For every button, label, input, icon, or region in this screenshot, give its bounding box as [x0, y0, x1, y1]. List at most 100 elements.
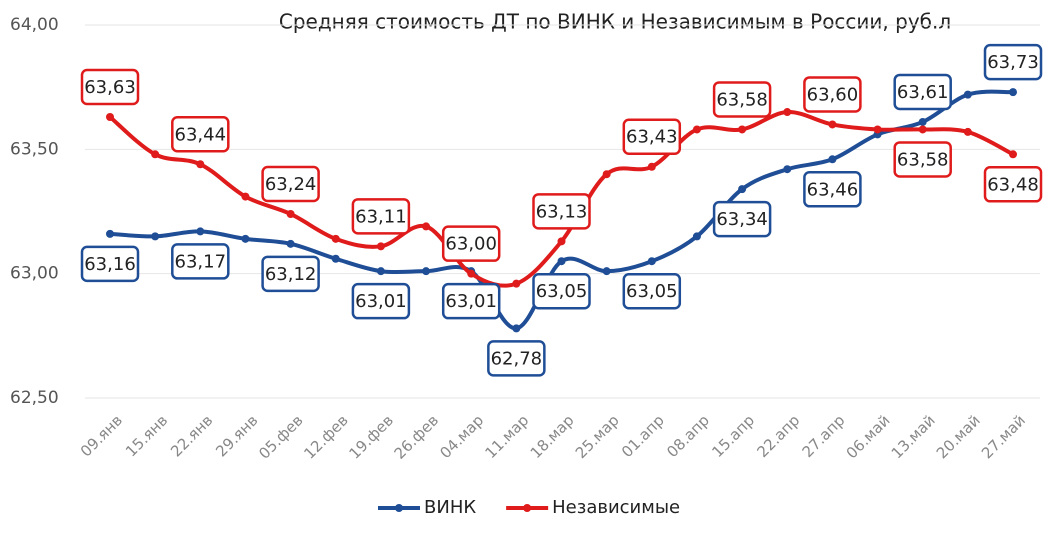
- value-label: 63,58: [893, 141, 952, 178]
- data-point: [422, 222, 431, 231]
- data-point: [512, 324, 521, 333]
- value-label-box: [712, 200, 772, 238]
- x-tick-label: 05.фев: [255, 411, 306, 462]
- data-point: [1009, 88, 1017, 97]
- value-label: 63,24: [261, 165, 320, 203]
- data-point: [286, 239, 295, 248]
- value-label-text: 63,24: [265, 174, 317, 195]
- value-label-box: [351, 198, 411, 235]
- data-point: [241, 234, 250, 243]
- value-label-text: 63,46: [807, 179, 859, 200]
- value-label: 63,58: [712, 81, 772, 118]
- legend-dot: [395, 504, 403, 512]
- x-tick-label: 08.апр: [663, 411, 713, 461]
- data-point: [918, 125, 927, 134]
- value-label-text: 63,05: [536, 281, 588, 302]
- value-label-box: [171, 116, 230, 153]
- value-label-text: 63,73: [987, 52, 1039, 73]
- value-label: 63,00: [441, 225, 501, 262]
- data-point: [647, 162, 656, 171]
- data-point: [241, 192, 250, 201]
- value-label: 63,60: [803, 76, 862, 113]
- value-label: 63,61: [893, 73, 952, 111]
- data-point: [692, 125, 701, 134]
- data-point: [376, 242, 385, 251]
- value-label-text: 63,16: [84, 254, 136, 275]
- data-point: [692, 232, 701, 241]
- value-label: 63,05: [622, 272, 682, 310]
- value-label-text: 63,01: [445, 291, 497, 312]
- data-point: [196, 160, 205, 169]
- x-tick-label: 22.янв: [167, 411, 216, 460]
- value-label-box: [983, 43, 1043, 81]
- y-tick-label: 63,00: [10, 264, 59, 284]
- data-point: [512, 279, 521, 288]
- x-tick-label: 19.фев: [345, 411, 396, 462]
- x-tick-label: 18.мар: [527, 411, 578, 462]
- value-label-box: [712, 81, 772, 118]
- value-label-box: [261, 165, 320, 203]
- y-tick-label: 63,50: [10, 139, 59, 159]
- data-point: [557, 237, 566, 246]
- value-label-text: 63,58: [897, 149, 949, 170]
- data-point: [963, 90, 972, 99]
- x-tick-label: 09.янв: [77, 411, 126, 460]
- value-label: 63,44: [171, 116, 230, 153]
- value-label-box: [893, 73, 952, 111]
- data-point: [376, 267, 385, 276]
- data-point: [828, 155, 837, 164]
- value-label-box: [532, 272, 591, 310]
- x-tick-label: 29.янв: [212, 411, 261, 460]
- x-tick-label: 20.май: [933, 411, 984, 462]
- data-point: [918, 117, 927, 126]
- value-label-box: [983, 166, 1043, 203]
- value-label-text: 63,13: [536, 201, 588, 222]
- value-label-text: 63,11: [355, 206, 407, 227]
- data-point: [647, 257, 656, 266]
- value-label-box: [80, 68, 140, 106]
- data-point: [783, 165, 792, 174]
- value-label-text: 63,43: [626, 127, 678, 148]
- data-point: [196, 227, 205, 236]
- value-label-text: 63,12: [265, 264, 317, 285]
- value-label-box: [441, 282, 501, 320]
- value-label-text: 63,34: [716, 209, 768, 230]
- x-tick-label: 15.янв: [122, 411, 171, 460]
- value-label: 63,01: [351, 282, 411, 320]
- x-tick-label: 27.май: [978, 411, 1029, 462]
- x-tick-label: 01.апр: [618, 411, 668, 461]
- data-point: [331, 254, 340, 263]
- data-point: [557, 257, 566, 266]
- data-point: [602, 170, 611, 179]
- value-label: 63,46: [803, 171, 862, 208]
- value-label: 63,16: [80, 245, 140, 283]
- value-label-box: [487, 340, 546, 377]
- value-label-box: [622, 272, 682, 310]
- x-tick-label: 26.фев: [391, 411, 442, 462]
- value-label-text: 62,78: [491, 348, 543, 369]
- value-label: 63,43: [622, 118, 682, 155]
- value-label-text: 63,00: [445, 234, 497, 255]
- legend-dot: [523, 504, 532, 512]
- x-tick-label: 06.май: [843, 411, 894, 462]
- value-label-box: [803, 171, 862, 208]
- x-tick-label: 22.апр: [753, 411, 803, 461]
- y-tick-label: 64,00: [10, 15, 59, 35]
- data-point: [151, 232, 160, 241]
- value-label-text: 63,44: [175, 124, 227, 145]
- x-tick-label: 04.мар: [436, 411, 487, 462]
- value-label-text: 63,63: [84, 77, 136, 98]
- legend-label: Независимые: [552, 497, 680, 518]
- x-tick-label: 12.фев: [300, 411, 351, 462]
- data-point: [151, 150, 160, 159]
- data-point: [106, 229, 114, 238]
- x-tick-label: 27.апр: [799, 411, 849, 461]
- data-point: [1009, 150, 1017, 159]
- value-label: 63,13: [532, 193, 591, 230]
- value-label-box: [893, 141, 952, 178]
- value-label: 63,73: [983, 43, 1043, 81]
- value-label-text: 63,17: [175, 251, 227, 272]
- data-point: [602, 267, 611, 276]
- x-tick-label: 15.апр: [708, 411, 758, 461]
